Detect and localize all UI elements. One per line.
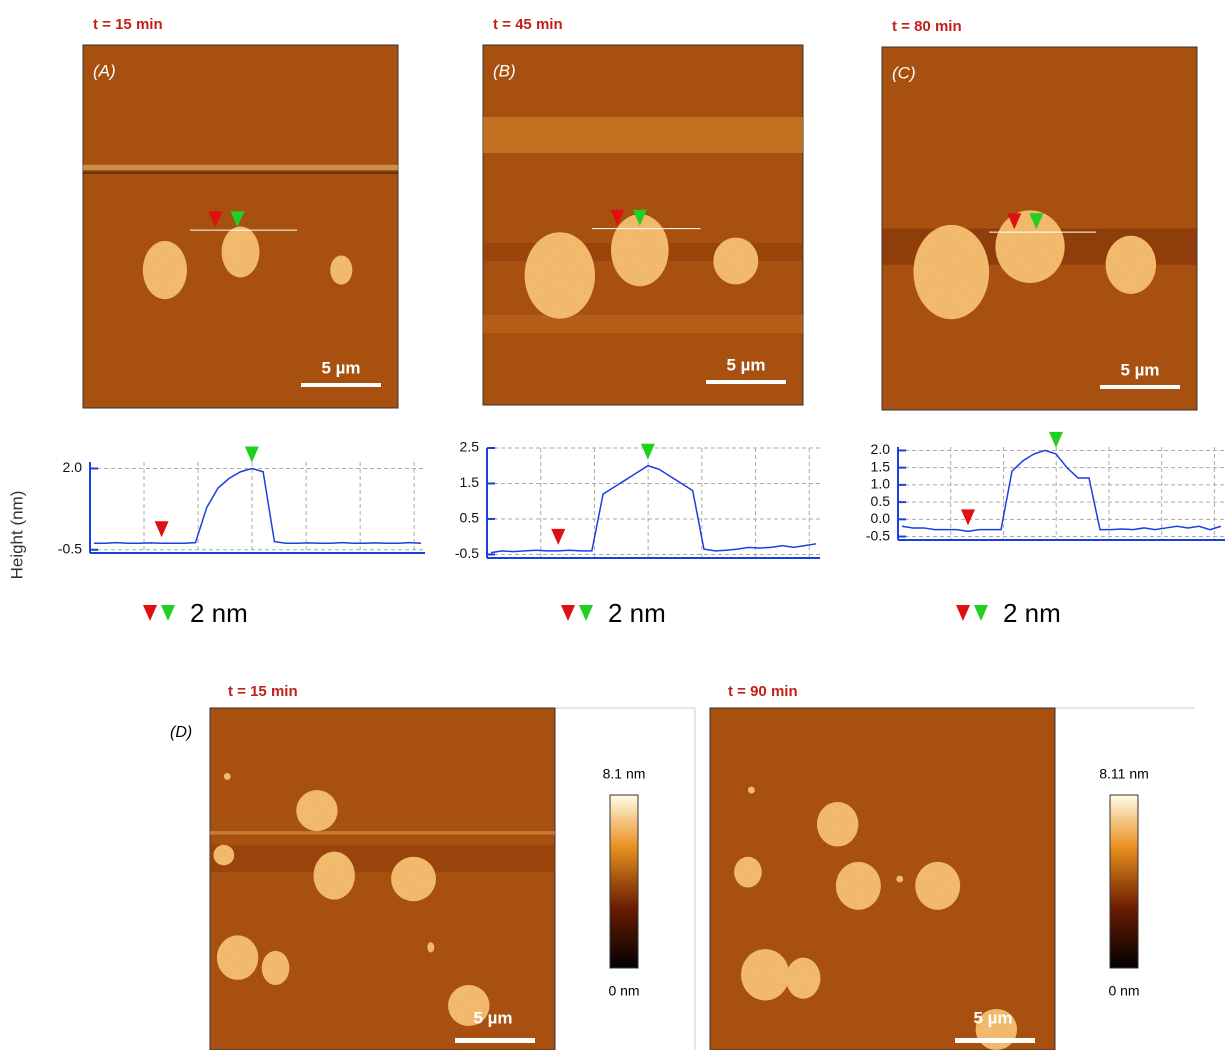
time-label: t = 80 min	[892, 18, 962, 35]
marker	[956, 605, 970, 621]
domain	[741, 949, 789, 1000]
domain	[748, 787, 755, 794]
scan-stripe	[210, 845, 555, 872]
afm-image	[83, 45, 398, 408]
afm-image	[210, 708, 555, 1050]
scale-label: 5 µm	[321, 358, 360, 377]
domain	[217, 935, 258, 979]
marker	[561, 605, 575, 621]
y-tick-label: 2.0	[871, 441, 891, 457]
scale-label: 5 µm	[973, 1008, 1012, 1027]
y-tick-label: 1.0	[871, 476, 891, 492]
panel-label: (B)	[493, 61, 516, 80]
domain	[143, 241, 187, 299]
y-tick-label: -0.5	[866, 527, 890, 543]
scan-stripe	[83, 170, 398, 174]
domain	[296, 790, 337, 831]
time-label: t = 45 min	[493, 16, 563, 33]
y-tick-label: 2.0	[63, 459, 83, 475]
domain	[914, 225, 990, 319]
step-label: 2 nm	[1003, 598, 1061, 628]
domain	[262, 951, 290, 985]
domain	[915, 862, 960, 910]
panel-label: (A)	[93, 61, 116, 80]
profile-curve	[94, 469, 421, 544]
colorbar	[1110, 795, 1138, 968]
y-tick-label: -0.5	[455, 545, 479, 561]
domain	[314, 852, 355, 900]
figure: Height (nm) (D) t = 15 min (A) 5 µm 2.0 -0.5…	[0, 0, 1225, 1050]
scale-bar	[706, 380, 786, 384]
y-tick-label: 1.5	[871, 458, 891, 474]
domain	[222, 227, 260, 278]
time-label: t = 15 min	[93, 16, 163, 33]
domain	[786, 958, 821, 999]
colorbar	[610, 795, 638, 968]
page: Height (nm) (D) t = 15 min (A) 5 µm 2.0 -0.5…	[0, 0, 1225, 1050]
y-tick-label: 0.0	[871, 510, 891, 526]
panel-label: (D)	[170, 724, 192, 741]
domain	[224, 773, 231, 780]
domain	[525, 232, 595, 318]
domain	[427, 942, 434, 952]
marker	[1049, 432, 1063, 448]
scale-bar	[955, 1038, 1035, 1043]
scale-label: 5 µm	[473, 1008, 512, 1027]
step-label: 2 nm	[190, 598, 248, 628]
time-label: t = 90 min	[728, 683, 798, 700]
marker	[974, 605, 988, 621]
domain	[836, 862, 881, 910]
domain	[995, 210, 1064, 283]
domain	[713, 238, 758, 285]
scan-stripe	[210, 831, 555, 834]
scan-stripe	[483, 117, 803, 153]
scale-bar	[1100, 385, 1180, 389]
panel-label: (C)	[892, 63, 916, 82]
marker	[961, 509, 975, 525]
domain	[734, 857, 762, 888]
y-tick-label: 2.5	[460, 439, 480, 455]
scale-label: 5 µm	[726, 355, 765, 374]
domain	[896, 876, 903, 883]
domain	[391, 857, 436, 901]
marker	[579, 605, 593, 621]
marker	[245, 447, 259, 463]
scale-bar	[301, 383, 381, 387]
y-tick-label: 0.5	[460, 510, 480, 526]
domain	[1106, 236, 1156, 294]
domain	[213, 845, 234, 866]
profile-curve	[491, 466, 816, 553]
scan-stripe	[483, 315, 803, 333]
y-axis-label: Height (nm)	[7, 491, 26, 580]
colorbar-max: 8.11 nm	[1099, 766, 1149, 782]
marker	[551, 529, 565, 545]
domain	[330, 256, 352, 285]
marker	[161, 605, 175, 621]
marker	[143, 605, 157, 621]
time-label: t = 15 min	[228, 683, 298, 700]
y-tick-label: 1.5	[460, 474, 480, 490]
y-tick-label: -0.5	[58, 540, 82, 556]
colorbar-max: 8.1 nm	[603, 766, 646, 782]
marker	[155, 521, 169, 537]
scale-bar	[455, 1038, 535, 1043]
domain	[817, 802, 858, 846]
step-label: 2 nm	[608, 598, 666, 628]
marker	[641, 444, 655, 460]
colorbar-min: 0 nm	[608, 983, 639, 999]
colorbar-min: 0 nm	[1108, 983, 1139, 999]
y-tick-label: 0.5	[871, 493, 891, 509]
scale-label: 5 µm	[1120, 360, 1159, 379]
